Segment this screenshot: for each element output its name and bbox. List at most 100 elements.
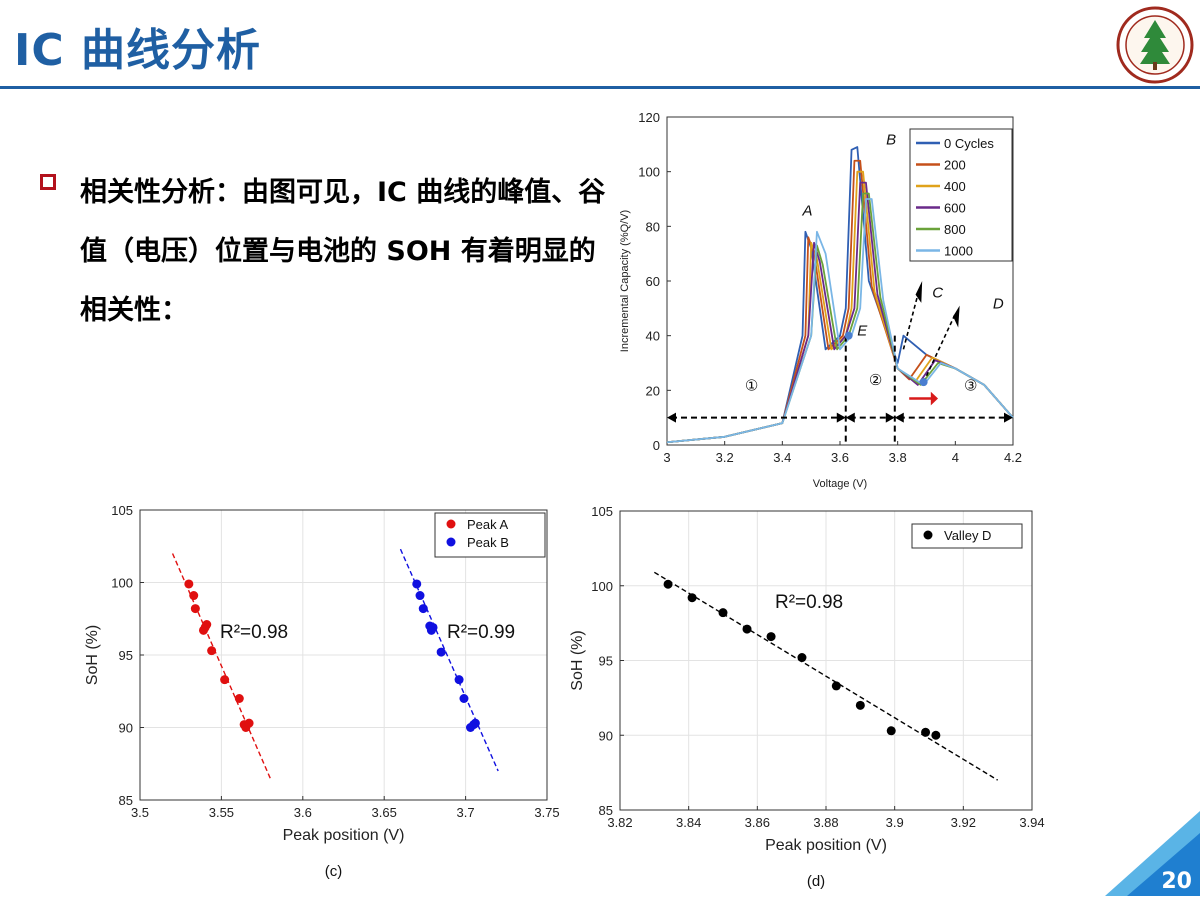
chart-caption: (c) [325,863,343,880]
data-point [412,579,422,589]
ic-legend-box [909,128,1013,262]
arrowhead [845,412,855,423]
r-squared-label: R²=0.98 [220,622,288,643]
chart-caption: (d) [807,873,825,890]
y-tick-label: 95 [599,654,613,669]
data-point [244,718,254,728]
data-point [931,730,941,740]
legend-label: Peak B [467,535,509,550]
y-tick-label: 60 [646,274,660,289]
ic-curve-chart: 3 3.2 3.4 3.6 3.8 4 4.2 0 20 40 60 80 100 120 Voltage … [610,105,1030,495]
plot-border [619,510,1033,811]
ic-annotation-3: D [993,295,1004,312]
ic-annotation-5: ① [745,377,758,394]
legend-label: 600 [944,201,966,216]
arrowhead [1004,412,1013,423]
data-point [454,675,464,685]
valley-d-scatter-chart: 3.82 3.84 3.86 3.88 3.9 3.92 3.94 85 90 95 100 105 P… [560,498,1060,894]
marker-d [919,378,928,387]
x-tick-label: 3.2 [716,450,734,465]
ic-series-line-5 [666,198,1014,444]
ic-series-line-1 [666,159,1014,444]
arrowhead [894,412,904,423]
data-point [766,632,776,642]
x-tick-label: 3.82 [607,815,632,830]
legend-marker [446,537,456,547]
x-tick-label: 3.8 [889,450,907,465]
x-tick-label: 3.75 [534,805,559,820]
x-tick-label: 4 [952,450,959,465]
y-axis-label: SoH (%) [569,630,586,690]
data-point [687,593,697,603]
data-point [415,591,425,601]
page-number: 20 [1161,869,1192,894]
data-point [831,681,841,691]
data-point [855,700,865,710]
y-tick-label: 90 [119,721,133,736]
legend-label: 0 Cycles [944,136,994,151]
data-point [742,624,752,634]
y-tick-label: 85 [599,803,613,818]
y-tick-label: 85 [119,793,133,808]
data-point [663,579,673,589]
x-tick-label: 3.9 [886,815,904,830]
data-point [428,622,438,632]
arrow-to-d [922,313,957,383]
x-tick-label: 3.6 [831,450,849,465]
data-point [470,718,480,728]
x-tick-label: 3.86 [745,815,770,830]
data-point [207,646,217,656]
valley-d-svg: 3.82 3.84 3.86 3.88 3.9 3.92 3.94 85 90 95 100 105 P… [569,504,1045,890]
data-point [220,675,230,685]
x-tick-label: 3.84 [676,815,701,830]
data-point [797,653,807,663]
data-point [921,727,931,737]
y-tick-label: 100 [111,576,133,591]
data-point [418,604,428,614]
ic-annotation-0: A [802,202,813,219]
y-tick-label: 105 [111,503,133,518]
x-axis-label: Peak position (V) [283,827,405,844]
x-tick-label: 3.94 [1019,815,1044,830]
x-tick-label: 3.6 [294,805,312,820]
y-tick-label: 0 [653,438,660,453]
data-point [886,726,896,736]
legend-label: 1000 [944,244,973,259]
legend-label: 400 [944,179,966,194]
y-tick-label: 40 [646,329,660,344]
data-point [459,694,469,703]
y-tick-label: 105 [591,504,613,519]
data-point [718,608,728,618]
arrow-to-c [902,294,919,350]
x-axis-label: Peak position (V) [765,837,887,854]
slide-title: IC 曲线分析 [14,25,261,76]
legend-label: 800 [944,222,966,237]
x-tick-label: 3 [663,450,670,465]
data-point [190,604,200,614]
fit-line-0 [171,553,271,779]
ic-series-line-3 [666,181,1014,444]
ic-annotation-1: B [886,131,896,148]
red-arrowhead [930,391,939,406]
title-underline [0,86,1200,89]
x-tick-label: 4.2 [1004,450,1022,465]
ic-annotation-2: C [932,284,943,301]
arrowhead [885,412,895,423]
peak-ab-svg: 3.5 3.55 3.6 3.65 3.7 3.75 85 90 95 100 105 Peak po… [84,503,560,880]
y-tick-label: 80 [646,219,660,234]
ic-annotation-4: E [857,323,868,340]
x-tick-label: 3.4 [773,450,791,465]
plot-border [139,509,548,801]
y-tick-label: 100 [591,579,613,594]
arrowhead-d [953,305,960,328]
y-tick-label: 120 [638,110,660,125]
x-tick-label: 3.92 [951,815,976,830]
x-tick-label: 3.7 [457,805,475,820]
x-axis-label: Voltage (V) [813,478,867,490]
r-squared-label: R²=0.99 [447,622,515,643]
legend-marker [446,519,456,529]
y-tick-label: 100 [638,165,660,180]
ic-annotation-6: ② [869,372,882,389]
marker-e [844,331,853,340]
x-tick-label: 3.88 [813,815,838,830]
